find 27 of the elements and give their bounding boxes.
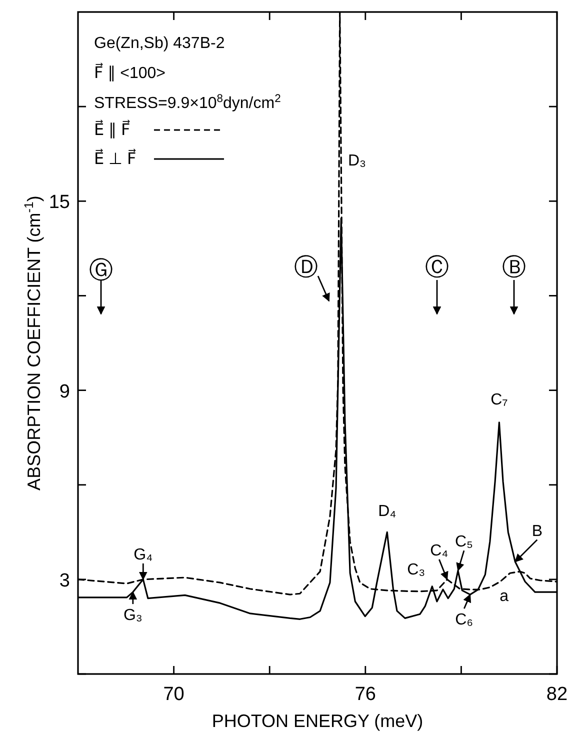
annotation: Ⓑ: [502, 254, 526, 281]
annotation: C₆: [455, 612, 474, 629]
annotation: Ⓓ: [294, 254, 318, 281]
annotation: D₄: [378, 503, 396, 520]
annotation: C₇: [490, 391, 508, 408]
x-axis-title: PHOTON ENERGY (meV): [212, 711, 424, 731]
annotation: G₃: [123, 607, 142, 624]
annotation: a: [500, 588, 509, 606]
y-tick-label: 9: [59, 381, 70, 402]
x-tick-label: 70: [163, 684, 184, 705]
annotation: C₄: [430, 542, 448, 560]
annotation: STRESS=9.9×10$^{8}$dyn/cm$^{2}$: [94, 93, 281, 112]
annotation: G₄: [134, 546, 153, 564]
x-tick-label: 82: [546, 684, 568, 705]
annotation: D₃: [348, 152, 366, 170]
legend-label: E⃗ ⊥ F⃗: [94, 148, 136, 168]
annotation: Ⓖ: [89, 257, 113, 284]
annotation: B: [532, 522, 543, 540]
y-tick-label: 15: [48, 192, 70, 214]
annotation: Ge(Zn,Sb) 437B-2: [94, 35, 225, 52]
annotation: Ⓒ: [425, 254, 449, 281]
annotation: C₃: [407, 561, 426, 578]
legend-label: E⃗ ∥ F⃗: [94, 119, 130, 139]
annotation: F⃗ ∥ <100>: [94, 62, 166, 82]
y-tick-label: 3: [59, 570, 70, 592]
x-tick-label: 76: [354, 684, 376, 705]
annotation: C₅: [455, 534, 474, 551]
